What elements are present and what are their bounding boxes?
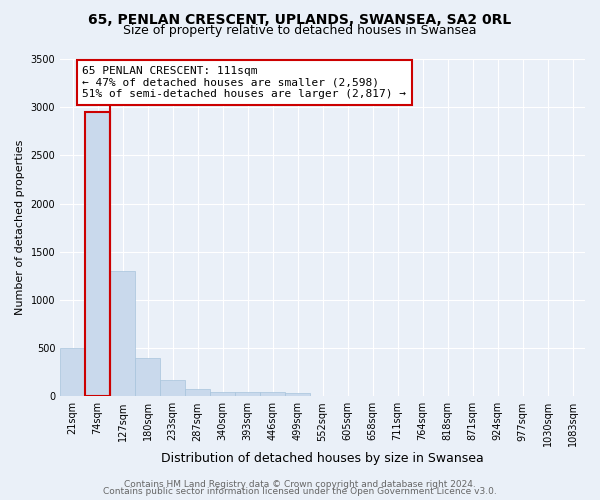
Bar — [85, 112, 110, 397]
Bar — [210, 392, 235, 396]
Text: 65, PENLAN CRESCENT, UPLANDS, SWANSEA, SA2 0RL: 65, PENLAN CRESCENT, UPLANDS, SWANSEA, S… — [88, 12, 512, 26]
Text: 65 PENLAN CRESCENT: 111sqm
← 47% of detached houses are smaller (2,598)
51% of s: 65 PENLAN CRESCENT: 111sqm ← 47% of deta… — [82, 66, 406, 99]
Bar — [85, 112, 110, 397]
Bar — [160, 380, 185, 396]
X-axis label: Distribution of detached houses by size in Swansea: Distribution of detached houses by size … — [161, 452, 484, 465]
Text: Contains HM Land Registry data © Crown copyright and database right 2024.: Contains HM Land Registry data © Crown c… — [124, 480, 476, 489]
Bar — [235, 392, 260, 396]
Bar — [185, 388, 210, 396]
Y-axis label: Number of detached properties: Number of detached properties — [15, 140, 25, 316]
Text: Contains public sector information licensed under the Open Government Licence v3: Contains public sector information licen… — [103, 487, 497, 496]
Bar — [135, 358, 160, 397]
Text: Size of property relative to detached houses in Swansea: Size of property relative to detached ho… — [123, 24, 477, 37]
Bar — [110, 271, 135, 396]
Bar — [285, 393, 310, 396]
Bar — [60, 348, 85, 397]
Bar — [260, 392, 285, 396]
